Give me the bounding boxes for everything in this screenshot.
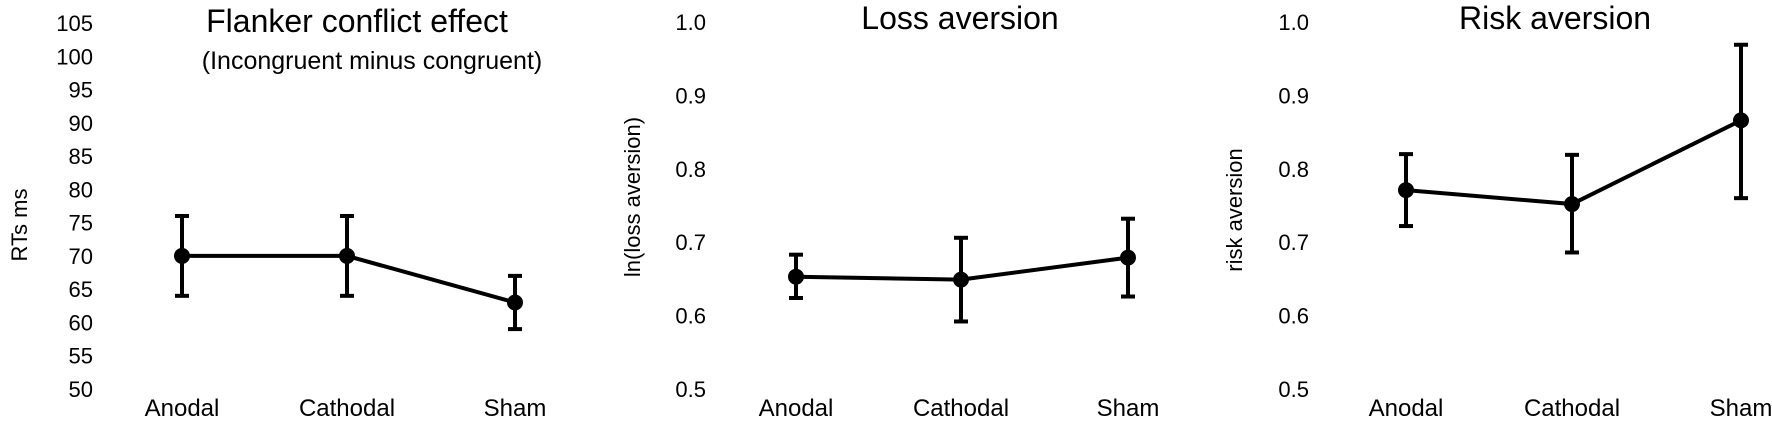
- x-tick-label: Sham: [1097, 395, 1160, 422]
- y-axis-label: ln(loss aversion): [620, 117, 645, 277]
- y-tick-label: 0.9: [1278, 83, 1309, 108]
- y-tick-label: 105: [56, 11, 93, 36]
- category-labels: Anodal Cathodal Sham: [759, 395, 1160, 422]
- panel-title: Risk aversion: [1459, 0, 1651, 36]
- y-tick-label: 100: [56, 44, 93, 69]
- y-tick-label: 0.7: [1278, 230, 1309, 255]
- y-tick-label: 75: [69, 211, 93, 236]
- panel-title: Loss aversion: [861, 0, 1058, 36]
- y-tick-label: 0.8: [1278, 157, 1309, 182]
- y-tick-label: 1.0: [1278, 10, 1309, 35]
- plot-marks: [788, 216, 1136, 324]
- plot-marks: [1398, 42, 1749, 255]
- category-labels: Anodal Cathodal Sham: [145, 395, 547, 422]
- y-tick-label: 0.5: [1278, 377, 1309, 402]
- y-tick-label: 0.8: [675, 157, 706, 182]
- loss-aversion-panel: Loss aversion ln(loss aversion) 0.50.60.…: [620, 0, 1159, 422]
- data-point: [339, 247, 355, 264]
- data-point: [507, 294, 523, 311]
- x-tick-label: Anodal: [759, 395, 834, 422]
- x-tick-label: Cathodal: [299, 395, 395, 422]
- y-tick-label: 55: [69, 344, 93, 369]
- y-tick-label: 50: [69, 377, 93, 402]
- category-labels: Anodal Cathodal Sham: [1369, 395, 1772, 422]
- x-tick-label: Anodal: [1369, 395, 1444, 422]
- risk-aversion-panel: Risk aversion risk aversion 0.5 0.6 0.7 0.8…: [1222, 0, 1772, 422]
- y-tick-label: 80: [69, 177, 93, 202]
- y-tick-label: 0.5: [675, 377, 706, 402]
- x-tick-label: Cathodal: [913, 395, 1009, 422]
- y-tick-label: 65: [69, 277, 93, 302]
- y-tick-label: 0.6: [675, 304, 706, 329]
- y-tick-label: 70: [69, 244, 93, 269]
- y-axis-label: risk aversion: [1222, 148, 1247, 271]
- data-point: [1120, 249, 1136, 266]
- x-tick-label: Anodal: [145, 395, 220, 422]
- y-tick-label: 95: [69, 78, 93, 103]
- y-tick-label: 85: [69, 144, 93, 169]
- plot-marks: [174, 213, 523, 332]
- y-tick-labels: 0.5 0.6 0.7 0.8 0.9 1.0: [1278, 10, 1309, 402]
- data-point: [1564, 196, 1580, 213]
- flanker-conflict-panel: Flanker conflict effect (Incongruent min…: [7, 3, 546, 422]
- x-tick-label: Sham: [484, 395, 547, 422]
- data-point: [788, 268, 804, 285]
- x-tick-label: Cathodal: [1524, 395, 1620, 422]
- data-point: [174, 247, 190, 264]
- y-tick-label: 1.0: [675, 10, 706, 35]
- y-axis-label: RTs ms: [7, 189, 32, 262]
- y-tick-label: 90: [69, 111, 93, 136]
- y-tick-label: 0.6: [1278, 304, 1309, 329]
- y-tick-label: 60: [69, 310, 93, 335]
- panel-subtitle: (Incongruent minus congruent): [202, 47, 542, 75]
- panel-title: Flanker conflict effect: [206, 3, 508, 39]
- y-tick-labels: 50 55 60 65 70 75 80 85 90 95 100 105: [56, 11, 93, 402]
- data-point: [953, 271, 969, 288]
- y-tick-label: 0.7: [675, 230, 706, 255]
- data-point: [1398, 182, 1414, 199]
- x-tick-label: Sham: [1710, 395, 1772, 422]
- y-tick-label: 0.9: [675, 83, 706, 108]
- data-point: [1733, 112, 1749, 129]
- y-tick-labels: 0.5 0.6 0.7 0.8 0.9 1.0: [675, 10, 706, 402]
